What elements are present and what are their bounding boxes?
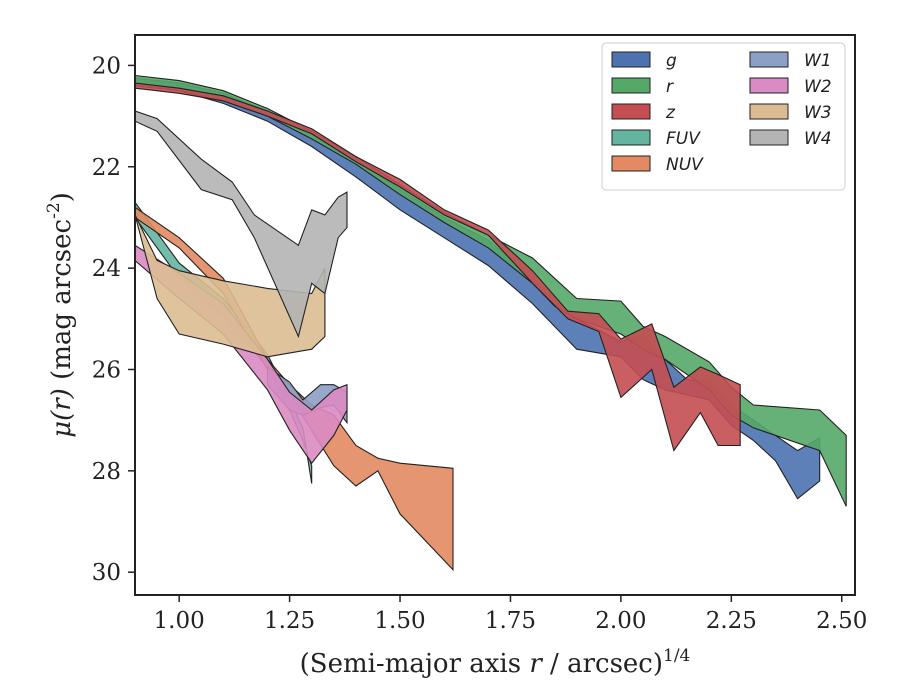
legend: grz FUV NUV W1 W2 W3 W4 (601, 42, 846, 191)
legend-swatch (749, 51, 789, 68)
legend-swatch (611, 103, 651, 120)
x-tick-label: 2.50 (816, 608, 867, 634)
legend-entry-g: g (611, 51, 677, 71)
x-axis-label: (Semi-major axis r / arcsec)1/4 (300, 646, 691, 679)
y-tick-label: 24 (92, 256, 121, 282)
y-tick-label: 26 (92, 357, 121, 383)
chart-bands (135, 74, 847, 572)
y-tick-label: 30 (92, 560, 121, 586)
legend-swatch (749, 103, 789, 120)
legend-label: W4 (804, 129, 832, 149)
y-axis-label: μ(r) (mag arcsec-2) (44, 192, 77, 438)
legend-swatch (749, 77, 789, 94)
band-z (135, 82, 741, 452)
plot-frame (134, 34, 856, 596)
y-tick-label: 22 (92, 155, 121, 181)
legend-label: W1 (804, 51, 832, 71)
legend-label: g (666, 51, 677, 71)
legend-entry-fuv: FUV (611, 129, 701, 149)
legend-label: W2 (804, 77, 832, 97)
y-tick-label: 20 (92, 53, 121, 79)
legend-swatch (611, 129, 651, 146)
x-tick-label: 2.25 (706, 608, 757, 634)
legend-swatch (611, 77, 651, 94)
y-axis: 20 22 24 26 28 30 (92, 53, 135, 586)
legend-entry-w1: W1 (749, 51, 832, 71)
legend-label: W3 (804, 103, 832, 123)
y-tick-label: 28 (92, 459, 121, 485)
legend-swatch (611, 155, 651, 172)
x-tick-label: 1.75 (485, 608, 536, 634)
x-tick-label: 2.00 (595, 608, 646, 634)
legend-entry-nuv: NUV (611, 155, 704, 175)
band-w3 (135, 214, 326, 358)
legend-label: r (666, 77, 674, 97)
legend-entry-z: z (611, 103, 676, 123)
x-tick-label: 1.25 (264, 608, 315, 634)
legend-entry-w4: W4 (749, 129, 832, 149)
legend-swatch (749, 129, 789, 146)
legend-entry-w2: W2 (749, 77, 832, 97)
band-w4 (135, 110, 348, 339)
legend-label: NUV (666, 155, 704, 175)
legend-label: FUV (666, 129, 701, 149)
x-tick-label: 1.00 (154, 608, 205, 634)
x-tick-label: 1.50 (374, 608, 425, 634)
legend-label: z (665, 103, 676, 123)
x-axis: 1.00 1.25 1.50 1.75 2.00 2.25 2.50 (154, 595, 867, 634)
legend-entry-r: r (611, 77, 674, 97)
legend-entry-w3: W3 (749, 103, 832, 123)
legend-swatch (611, 51, 651, 68)
